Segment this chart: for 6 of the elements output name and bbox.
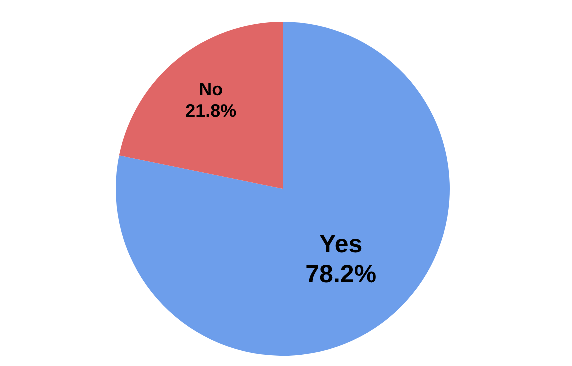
data-label: 78.2% — [306, 260, 377, 289]
slice-label: Yes — [320, 230, 363, 259]
pie-slice — [119, 22, 283, 189]
slice-label: No — [199, 80, 224, 100]
pie-slice — [116, 22, 450, 356]
data-label: 21.8% — [186, 101, 237, 122]
